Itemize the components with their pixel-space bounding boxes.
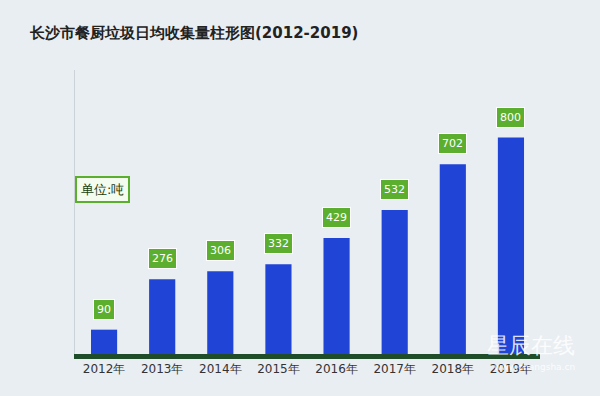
svg-text:429: 429: [326, 211, 347, 224]
svg-text:532: 532: [384, 183, 405, 196]
svg-text:90: 90: [97, 303, 111, 316]
svg-text:702: 702: [442, 137, 463, 150]
svg-text:长沙市餐厨垃圾日均收集量柱形图(2012-2019): 长沙市餐厨垃圾日均收集量柱形图(2012-2019): [29, 24, 358, 42]
svg-text:306: 306: [210, 244, 231, 257]
svg-text:单位:吨: 单位:吨: [81, 182, 124, 197]
svg-text:2019年: 2019年: [490, 362, 533, 376]
svg-text:2017年: 2017年: [373, 362, 416, 376]
svg-text:2013年: 2013年: [141, 362, 184, 376]
svg-text:2015年: 2015年: [257, 362, 300, 376]
svg-text:2018年: 2018年: [432, 362, 475, 376]
svg-text:276: 276: [152, 252, 173, 265]
svg-text:2012年: 2012年: [83, 362, 126, 376]
svg-text:星辰在线: 星辰在线: [487, 333, 575, 358]
svg-text:2014年: 2014年: [199, 362, 242, 376]
svg-text:2016年: 2016年: [315, 362, 358, 376]
svg-text:800: 800: [500, 111, 521, 124]
svg-text:332: 332: [268, 237, 289, 250]
svg-text:www.changsha.cn: www.changsha.cn: [494, 362, 575, 372]
